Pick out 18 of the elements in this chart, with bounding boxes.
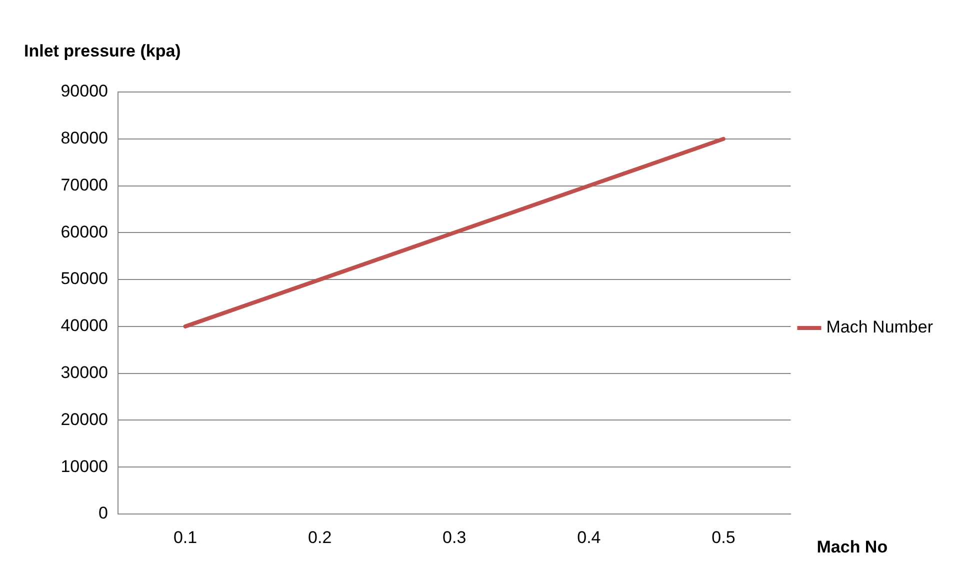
x-tick-label: 0.5 bbox=[712, 528, 736, 547]
x-tick-label: 0.3 bbox=[442, 528, 466, 547]
y-tick-label: 60000 bbox=[60, 222, 108, 242]
y-tick-label: 30000 bbox=[60, 363, 108, 382]
y-axis-title: Inlet pressure (kpa) bbox=[24, 42, 181, 61]
x-tick-label: 0.2 bbox=[308, 528, 332, 547]
y-tick-label: 50000 bbox=[60, 269, 108, 288]
y-tick-label: 70000 bbox=[60, 175, 108, 194]
x-axis-title: Mach No bbox=[816, 538, 888, 557]
y-tick-label: 40000 bbox=[60, 316, 108, 336]
y-tick-label: 90000 bbox=[60, 82, 108, 101]
y-tick-label: 80000 bbox=[60, 128, 108, 148]
y-tick-label: 20000 bbox=[60, 410, 108, 429]
x-tick-label: 0.4 bbox=[577, 528, 601, 547]
y-tick-label: 10000 bbox=[60, 456, 108, 476]
x-tick-label: 0.1 bbox=[173, 528, 198, 547]
legend-label: Mach Number bbox=[826, 318, 934, 337]
y-tick-label: 0 bbox=[98, 504, 108, 523]
